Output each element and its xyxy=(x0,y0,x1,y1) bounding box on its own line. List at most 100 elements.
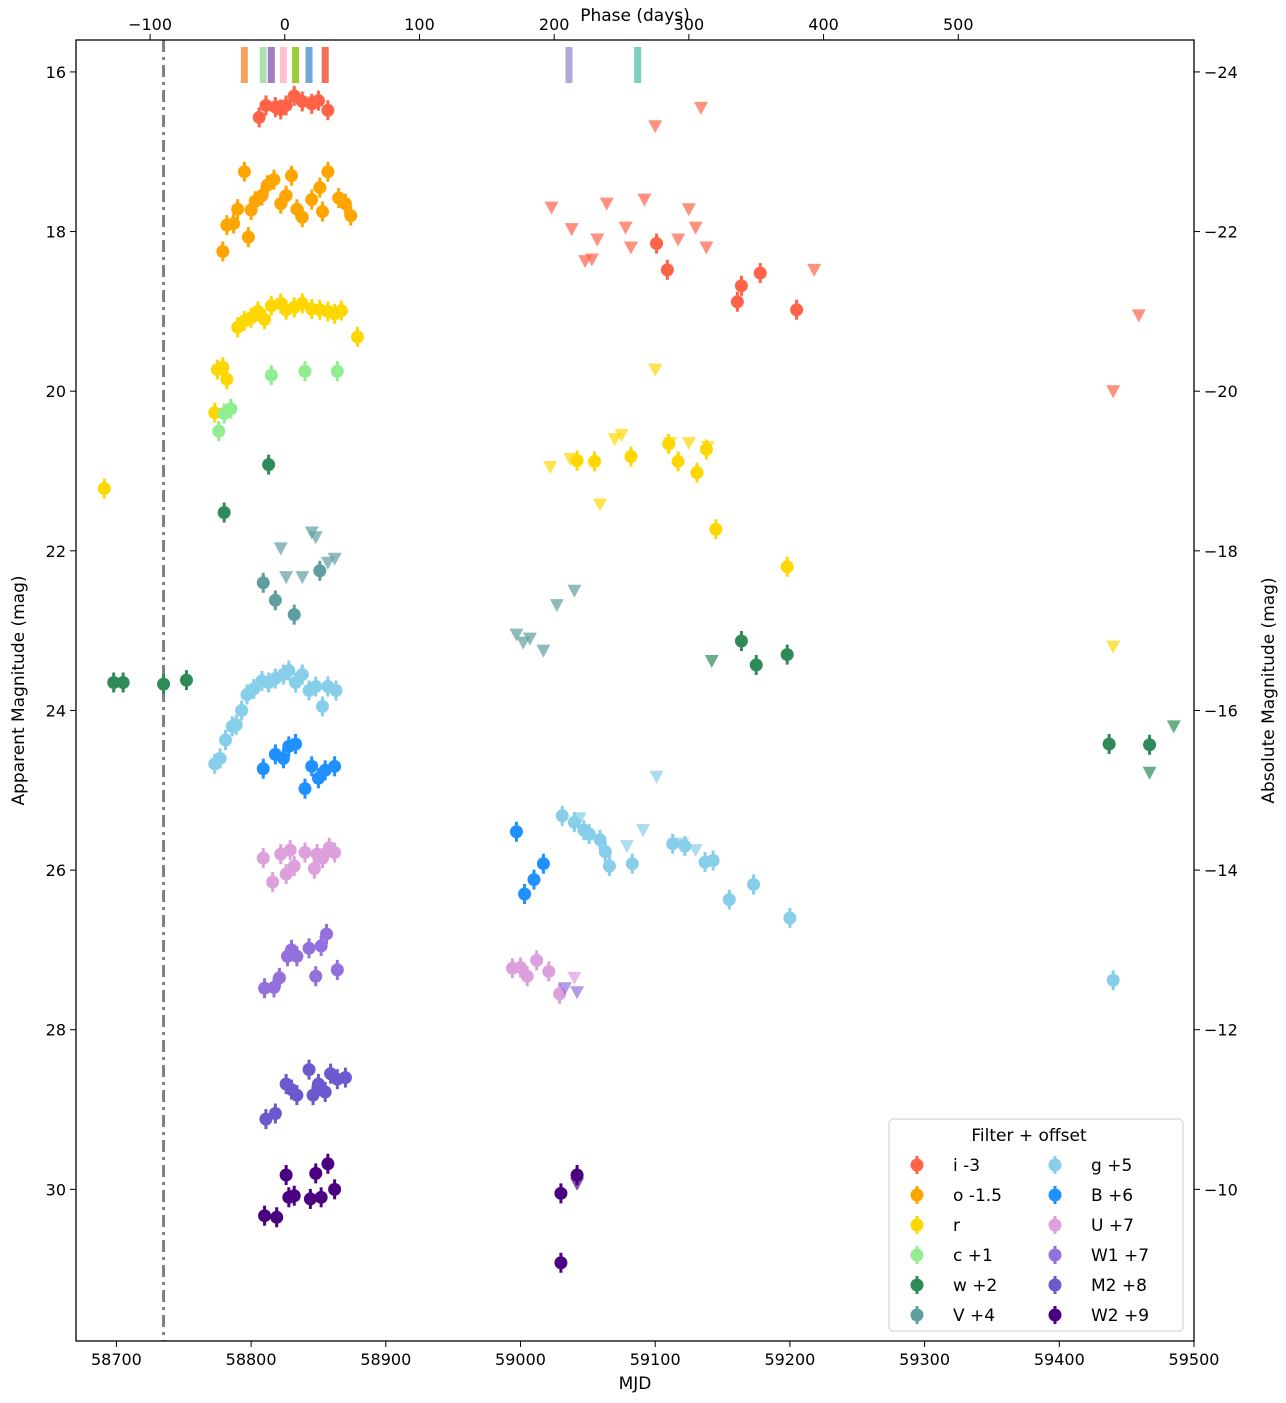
data-point xyxy=(279,1168,293,1182)
data-point xyxy=(722,893,736,907)
upper-limit-marker xyxy=(572,812,587,826)
data-point xyxy=(314,939,328,953)
upper-limit-marker xyxy=(1142,766,1157,780)
data-point xyxy=(624,450,638,464)
x-tick-label: 59300 xyxy=(899,1350,950,1369)
data-point xyxy=(527,873,541,887)
phase-marker xyxy=(259,47,267,83)
data-point xyxy=(509,825,523,839)
series xyxy=(258,1153,585,1273)
series xyxy=(212,361,344,442)
x-tick-label: 59200 xyxy=(764,1350,815,1369)
series xyxy=(259,1059,352,1130)
data-point xyxy=(298,364,312,378)
phase-tick-label: 200 xyxy=(539,15,570,34)
data-point xyxy=(309,1166,323,1180)
upper-limit-marker xyxy=(509,628,524,642)
data-point xyxy=(295,210,309,224)
data-point xyxy=(116,676,130,690)
upper-limit-marker xyxy=(637,193,652,207)
y2-tick-label: −18 xyxy=(1204,542,1238,561)
upper-limit-marker xyxy=(688,844,703,858)
data-point xyxy=(320,927,334,941)
data-point xyxy=(542,964,556,978)
phase-tick-label: 0 xyxy=(280,15,290,34)
legend-label: c +1 xyxy=(953,1246,993,1266)
data-point xyxy=(530,953,544,967)
upper-limit-marker xyxy=(636,824,651,838)
data-point xyxy=(264,368,278,382)
data-point xyxy=(219,733,233,747)
data-point xyxy=(268,1107,282,1121)
data-point xyxy=(780,648,794,662)
data-point xyxy=(518,887,532,901)
y2-tick-label: −14 xyxy=(1204,861,1238,880)
data-point xyxy=(220,372,234,386)
data-point xyxy=(783,911,797,925)
legend-item: W2 +9 xyxy=(1048,1306,1149,1326)
upper-limit-marker xyxy=(327,552,342,566)
upper-limit-marker xyxy=(273,542,288,556)
data-point xyxy=(747,877,761,891)
legend-swatch xyxy=(910,1278,924,1292)
legend-item: U +7 xyxy=(1048,1216,1134,1236)
data-point xyxy=(554,1256,568,1270)
phase-marker xyxy=(267,47,275,83)
data-point xyxy=(730,295,744,309)
y-tick-label: 22 xyxy=(46,542,66,561)
data-point xyxy=(97,482,111,496)
data-point xyxy=(229,718,243,732)
data-point xyxy=(217,506,231,520)
upper-limit-marker xyxy=(694,101,709,115)
phase-tick-label: 300 xyxy=(674,15,705,34)
upper-limit-marker xyxy=(619,840,634,854)
data-point xyxy=(313,181,327,195)
upper-limit-marker xyxy=(308,531,323,545)
data-point xyxy=(247,682,261,696)
upper-limit-marker xyxy=(614,429,629,443)
data-point xyxy=(734,279,748,293)
series xyxy=(107,454,1181,780)
legend-label: M2 +8 xyxy=(1091,1276,1147,1296)
data-point xyxy=(107,676,121,690)
data-point xyxy=(790,303,804,317)
upper-limit-marker xyxy=(623,241,638,255)
data-point xyxy=(298,846,312,860)
phase-marker xyxy=(305,47,313,83)
data-point xyxy=(266,875,280,889)
legend-item: V +4 xyxy=(910,1306,995,1326)
legend-box xyxy=(888,1118,1184,1332)
data-point xyxy=(598,845,612,859)
data-point xyxy=(290,949,304,963)
data-point xyxy=(321,1157,335,1171)
x-tick-label: 59400 xyxy=(1034,1350,1085,1369)
axes: 58700 58800 58900 59000 59100 59200 59300 59400… xyxy=(46,15,1238,1369)
legend-title: Filter + offset xyxy=(971,1126,1087,1146)
data-point xyxy=(706,854,720,868)
data-point xyxy=(660,263,674,277)
upper-limit-marker xyxy=(543,461,558,475)
upper-limit-marker xyxy=(563,453,578,467)
data-series xyxy=(97,85,1181,1273)
upper-limit-marker xyxy=(279,571,294,585)
upper-limit-marker xyxy=(570,986,585,1000)
y2-tick-label: −24 xyxy=(1204,63,1238,82)
y-axis-label: Apparent Magnitude (mag) xyxy=(9,575,29,805)
data-point xyxy=(287,1189,301,1203)
data-point xyxy=(588,454,602,468)
upper-limit-marker xyxy=(688,221,703,235)
series xyxy=(97,293,1121,654)
legend-swatch xyxy=(910,1188,924,1202)
upper-limit-marker xyxy=(648,120,663,134)
data-point xyxy=(305,759,319,773)
upper-limit-marker xyxy=(564,223,579,237)
data-point xyxy=(307,861,321,875)
legend-swatch xyxy=(1048,1188,1062,1202)
data-point xyxy=(309,680,323,694)
data-point xyxy=(520,969,534,983)
legend-item: r xyxy=(910,1216,960,1236)
legend-label: U +7 xyxy=(1091,1216,1134,1236)
upper-limit-marker xyxy=(544,201,559,215)
upper-limit-marker xyxy=(648,363,663,377)
